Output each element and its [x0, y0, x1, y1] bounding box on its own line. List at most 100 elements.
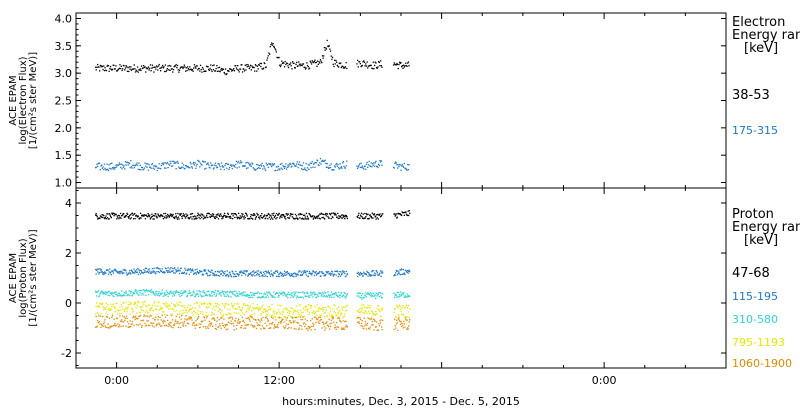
data-point-proton-3 — [360, 307, 362, 309]
data-point-electron-0 — [178, 69, 181, 71]
data-point-proton-0 — [221, 216, 223, 218]
data-point-proton-3 — [307, 308, 309, 310]
data-point-proton-4 — [262, 316, 264, 319]
data-point-proton-1 — [288, 272, 290, 274]
data-point-proton-3 — [333, 311, 336, 313]
data-point-electron-0 — [338, 62, 340, 64]
data-point-electron-0 — [342, 65, 344, 68]
data-point-proton-1 — [119, 273, 121, 275]
data-point-proton-1 — [301, 274, 303, 277]
data-point-proton-2 — [109, 294, 111, 297]
data-point-proton-4 — [300, 318, 302, 321]
data-point-electron-1 — [403, 166, 405, 168]
data-point-electron-1 — [291, 165, 293, 167]
data-point-electron-1 — [396, 167, 399, 169]
data-point-proton-0 — [143, 215, 145, 217]
data-point-proton-3 — [265, 311, 267, 313]
data-point-proton-2 — [110, 292, 112, 294]
data-point-proton-0 — [264, 214, 266, 216]
data-point-proton-2 — [114, 291, 116, 293]
data-point-proton-4 — [292, 320, 294, 322]
data-point-proton-1 — [409, 271, 411, 273]
data-point-electron-0 — [248, 67, 250, 70]
data-point-electron-1 — [118, 164, 120, 166]
data-point-proton-3 — [247, 305, 249, 307]
data-point-electron-0 — [111, 69, 113, 71]
data-point-proton-0 — [137, 215, 140, 217]
data-point-proton-3 — [297, 312, 299, 314]
data-point-proton-3 — [402, 305, 404, 307]
data-point-proton-4 — [236, 324, 238, 326]
data-point-proton-3 — [329, 307, 331, 309]
data-point-electron-0 — [404, 65, 406, 67]
data-point-proton-1 — [323, 272, 325, 274]
data-point-proton-3 — [234, 303, 236, 305]
data-point-electron-0 — [262, 67, 265, 69]
data-point-proton-4 — [379, 322, 382, 324]
data-point-electron-1 — [233, 165, 236, 167]
data-point-proton-1 — [369, 274, 371, 276]
data-point-proton-2 — [248, 296, 250, 299]
data-point-electron-0 — [143, 66, 145, 69]
data-point-proton-4 — [306, 320, 308, 322]
data-point-electron-0 — [199, 70, 201, 72]
data-point-proton-0 — [394, 215, 396, 217]
data-point-proton-2 — [252, 296, 254, 299]
data-point-proton-4 — [193, 322, 195, 324]
data-point-proton-3 — [300, 304, 302, 306]
data-point-electron-1 — [300, 168, 303, 170]
data-point-proton-3 — [105, 302, 108, 304]
data-point-proton-4 — [177, 321, 179, 323]
data-point-proton-4 — [121, 321, 123, 323]
data-point-proton-2 — [308, 296, 311, 298]
data-point-proton-1 — [305, 272, 307, 274]
data-point-proton-0 — [305, 212, 307, 215]
data-point-proton-3 — [178, 301, 180, 303]
data-point-proton-2 — [238, 291, 240, 293]
data-point-proton-4 — [217, 326, 220, 328]
data-point-electron-1 — [342, 162, 344, 164]
data-point-electron-0 — [286, 62, 288, 65]
data-point-proton-4 — [142, 319, 144, 321]
data-point-proton-0 — [286, 214, 288, 216]
data-point-proton-2 — [250, 296, 252, 298]
data-point-proton-0 — [194, 215, 196, 217]
data-point-proton-4 — [406, 319, 408, 321]
data-point-proton-2 — [117, 295, 119, 297]
data-point-proton-0 — [117, 214, 119, 217]
data-point-electron-1 — [153, 165, 155, 167]
data-point-proton-4 — [294, 320, 296, 322]
data-point-proton-2 — [371, 295, 373, 297]
data-point-proton-3 — [135, 307, 137, 309]
data-point-electron-0 — [403, 64, 405, 66]
data-point-electron-0 — [380, 65, 382, 67]
data-point-proton-2 — [201, 295, 203, 297]
data-point-proton-0 — [193, 216, 195, 218]
data-point-proton-4 — [146, 320, 148, 322]
data-point-proton-3 — [196, 302, 199, 304]
data-point-proton-3 — [248, 309, 250, 311]
data-point-proton-0 — [325, 212, 327, 215]
data-point-proton-3 — [323, 312, 325, 314]
data-point-proton-1 — [171, 270, 173, 273]
data-point-proton-4 — [181, 322, 183, 324]
data-point-proton-4 — [108, 327, 110, 329]
data-point-proton-3 — [282, 309, 285, 311]
data-point-proton-2 — [170, 290, 172, 292]
data-point-electron-1 — [249, 165, 251, 167]
data-point-electron-0 — [298, 63, 301, 65]
data-point-proton-0 — [360, 212, 363, 214]
data-point-proton-3 — [318, 307, 320, 309]
data-point-proton-4 — [183, 320, 186, 322]
data-point-electron-1 — [169, 160, 171, 162]
data-point-proton-1 — [123, 272, 125, 274]
data-point-proton-3 — [306, 310, 308, 312]
data-point-electron-1 — [239, 162, 241, 164]
data-point-proton-1 — [128, 272, 130, 274]
data-point-proton-4 — [251, 316, 253, 318]
data-point-proton-0 — [301, 217, 304, 219]
data-point-proton-2 — [187, 294, 189, 296]
data-point-proton-4 — [155, 316, 157, 318]
data-point-electron-1 — [176, 160, 179, 163]
data-point-proton-3 — [263, 309, 265, 311]
